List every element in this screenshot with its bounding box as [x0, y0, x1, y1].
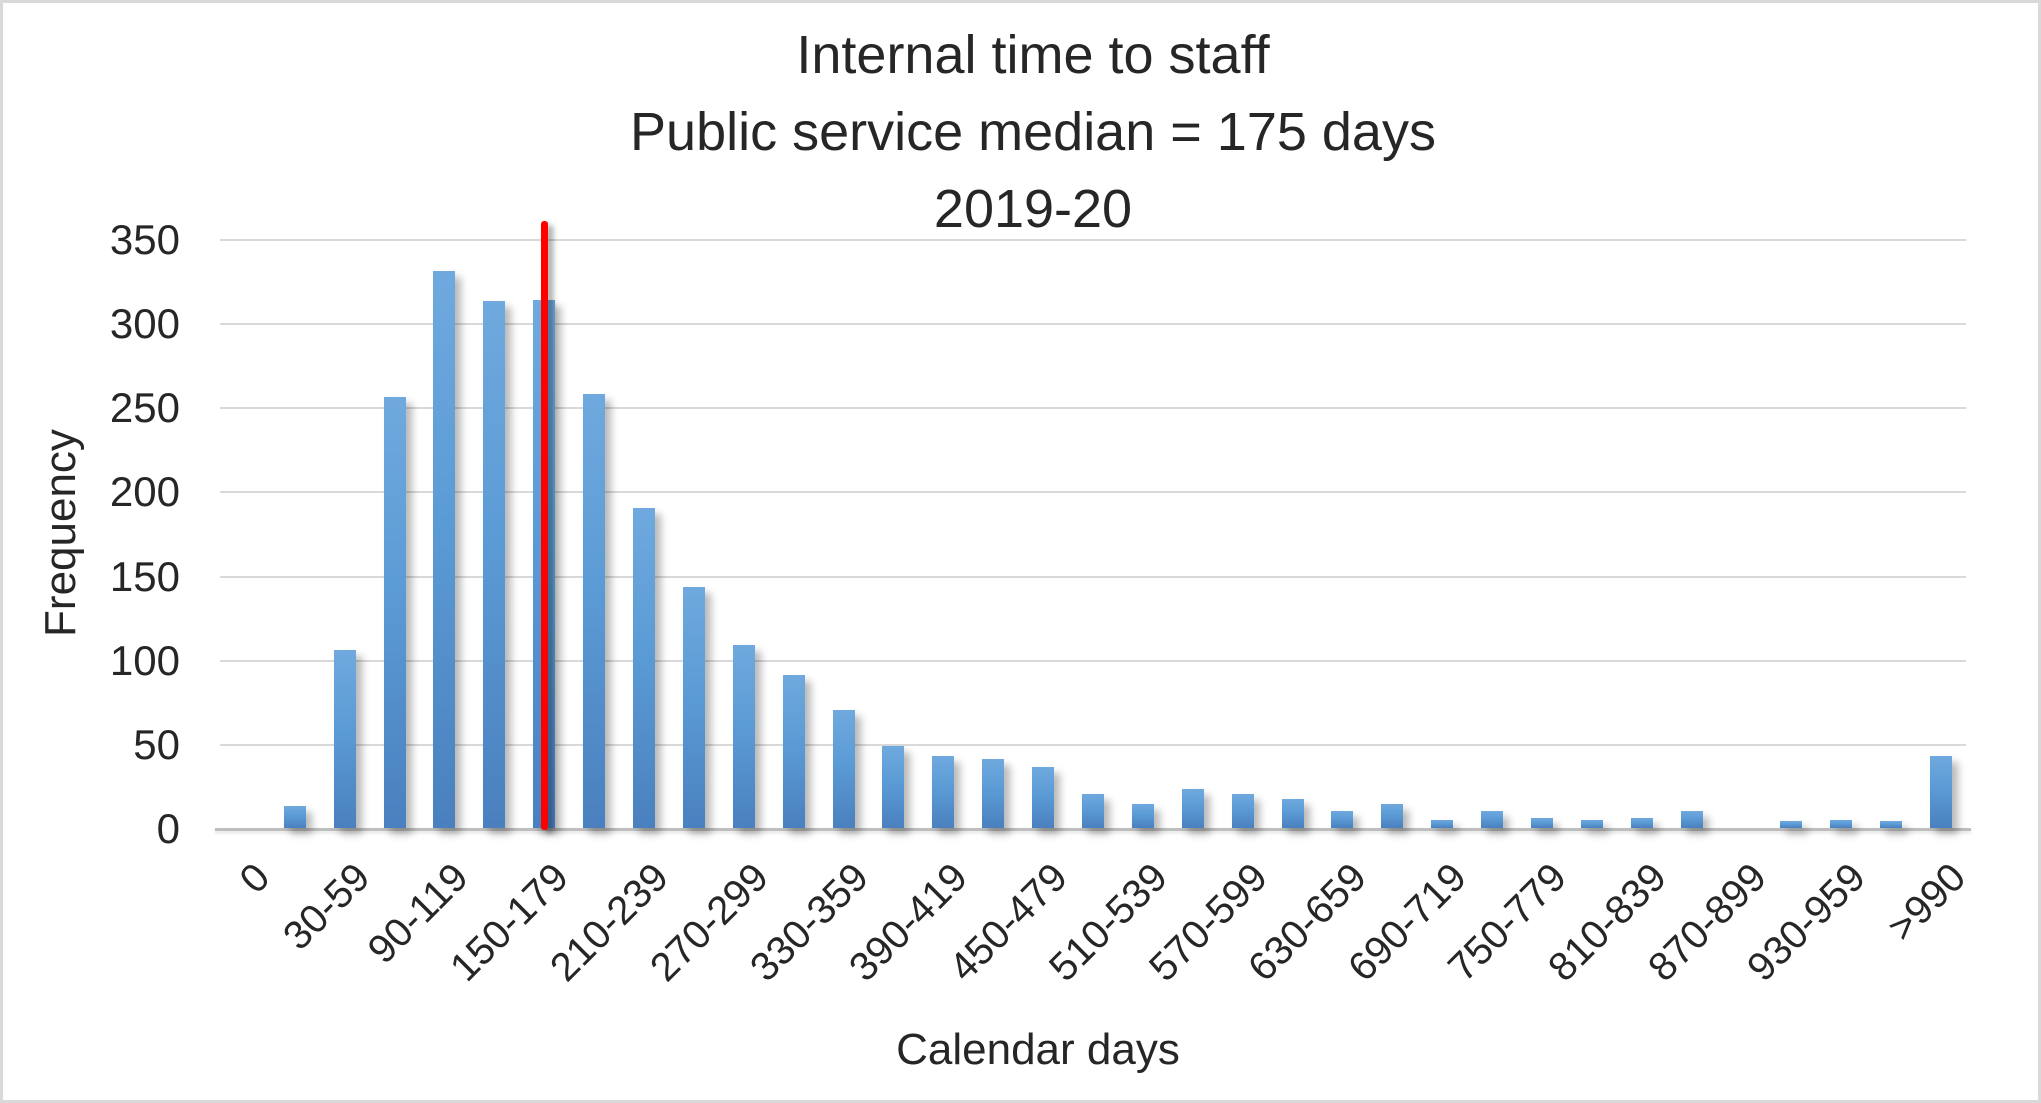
- bar: [1631, 818, 1653, 828]
- y-tick-label: 100: [109, 637, 180, 684]
- bar: [1282, 799, 1304, 828]
- gridline: [220, 239, 1966, 241]
- bar: [1182, 789, 1204, 828]
- x-tick-label: 0: [231, 855, 279, 902]
- bar: [932, 756, 954, 828]
- bar: [783, 675, 805, 828]
- x-tick-label: >990: [1879, 855, 1975, 950]
- bar: [1381, 804, 1403, 828]
- gridline: [220, 576, 1966, 578]
- y-tick-label: 150: [109, 553, 180, 600]
- bar: [1431, 820, 1453, 828]
- bar: [583, 394, 605, 828]
- bar: [1032, 767, 1054, 828]
- y-axis-title-text: Frequency: [36, 429, 85, 637]
- y-tick-label: 300: [109, 300, 180, 347]
- bar: [1880, 821, 1902, 828]
- gridline: [220, 407, 1966, 409]
- bar: [1082, 794, 1104, 828]
- bar: [1830, 820, 1852, 828]
- bar: [1681, 811, 1703, 828]
- bar: [1930, 756, 1952, 828]
- gridline: [220, 323, 1966, 325]
- chart-period: 2019-20: [933, 179, 1133, 239]
- bar: [633, 508, 655, 828]
- x-axis-line: [215, 828, 1971, 831]
- gridline: [220, 744, 1966, 746]
- bar: [483, 301, 505, 828]
- bar: [683, 587, 705, 828]
- bar: [982, 759, 1004, 828]
- bar: [1331, 811, 1353, 828]
- chart-title: Internal time to staff: [796, 25, 1270, 85]
- bar: [384, 397, 406, 828]
- x-axis-title: Calendar days: [896, 1025, 1180, 1074]
- bar: [833, 710, 855, 828]
- y-tick-label: 0: [156, 805, 180, 852]
- chart-subtitle: Public service median = 175 days: [630, 102, 1436, 162]
- bar: [733, 645, 755, 828]
- y-tick-label: 350: [109, 216, 180, 263]
- bar: [1780, 821, 1802, 828]
- chart-title-block: Internal time to staff Public service me…: [3, 17, 2038, 248]
- bar: [1581, 820, 1603, 828]
- bar: [1132, 804, 1154, 828]
- gridline: [220, 491, 1966, 493]
- median-line: [541, 221, 548, 830]
- bar: [334, 650, 356, 828]
- bar: [433, 271, 455, 828]
- y-tick-label: 200: [109, 468, 180, 515]
- bar: [284, 806, 306, 828]
- bar: [1232, 794, 1254, 828]
- bar: [1481, 811, 1503, 828]
- bar: [882, 746, 904, 828]
- bar: [1531, 818, 1553, 828]
- gridline: [220, 660, 1966, 662]
- y-tick-label: 50: [133, 721, 180, 768]
- y-tick-label: 250: [109, 384, 180, 431]
